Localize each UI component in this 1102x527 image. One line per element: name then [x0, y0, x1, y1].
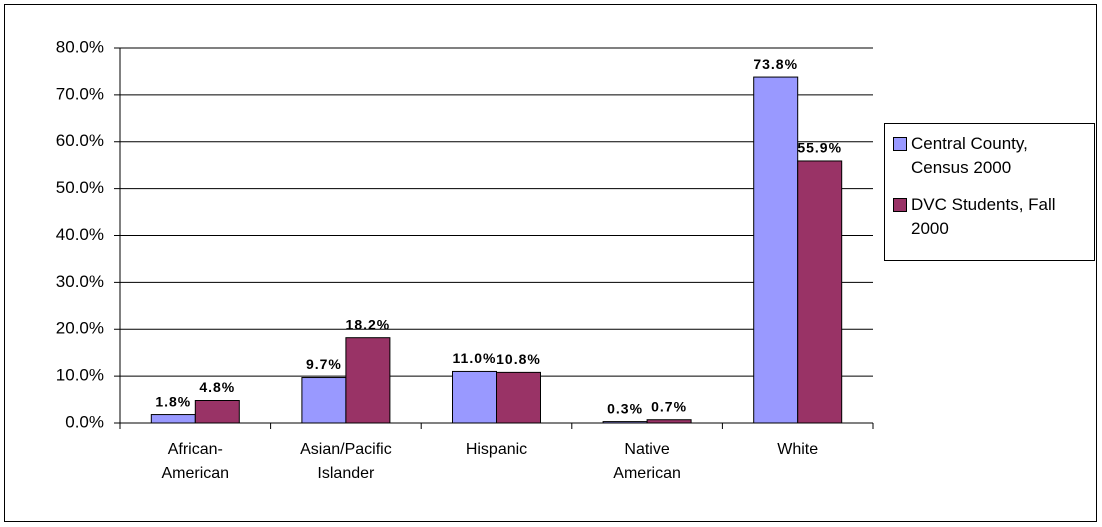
y-tick-label: 0.0%	[65, 412, 104, 431]
legend-label: DVC Students, Fall 2000	[911, 195, 1056, 238]
y-tick-label: 20.0%	[56, 319, 104, 338]
x-tick-label: Native American	[613, 441, 681, 482]
bar	[496, 371, 541, 424]
value-label: 1.8%	[155, 393, 191, 409]
value-label: 0.3%	[607, 400, 643, 416]
bar	[345, 337, 391, 424]
value-label: 4.8%	[199, 379, 235, 395]
x-tick-label: African-American	[161, 441, 230, 482]
value-label: 0.7%	[651, 398, 687, 414]
legend-label: Central County, Census 2000	[911, 134, 1028, 177]
bar	[753, 76, 799, 424]
y-tick-label: 70.0%	[56, 84, 104, 103]
value-label: 10.8%	[496, 351, 541, 367]
y-tick-label: 50.0%	[56, 178, 104, 197]
bar	[194, 400, 240, 424]
value-label: 73.8%	[753, 56, 798, 72]
value-label: 9.7%	[306, 356, 342, 372]
y-tick-label: 40.0%	[56, 225, 104, 244]
legend-swatch	[893, 137, 907, 151]
y-tick-label: 60.0%	[56, 131, 104, 150]
value-label: 11.0%	[453, 350, 497, 366]
y-tick-label: 10.0%	[56, 366, 104, 385]
x-tick-label: White	[777, 441, 819, 458]
bar	[797, 160, 843, 424]
y-tick-label: 80.0%	[56, 37, 104, 56]
legend: Central County, Census 2000 DVC Students,…	[884, 123, 1095, 261]
y-tick-label: 30.0%	[56, 272, 104, 291]
x-tick-label: Hispanic	[465, 441, 528, 458]
bar	[301, 377, 347, 424]
legend-swatch	[893, 198, 907, 212]
x-tick-label: Asian/Pacific Islander	[300, 441, 392, 482]
value-label: 18.2%	[346, 316, 391, 332]
legend-item: Central County, Census 2000	[893, 132, 1093, 182]
bar	[150, 414, 196, 424]
bar	[452, 370, 497, 424]
value-label: 55.9%	[797, 140, 842, 156]
legend-item: DVC Students, Fall 2000	[893, 193, 1093, 243]
